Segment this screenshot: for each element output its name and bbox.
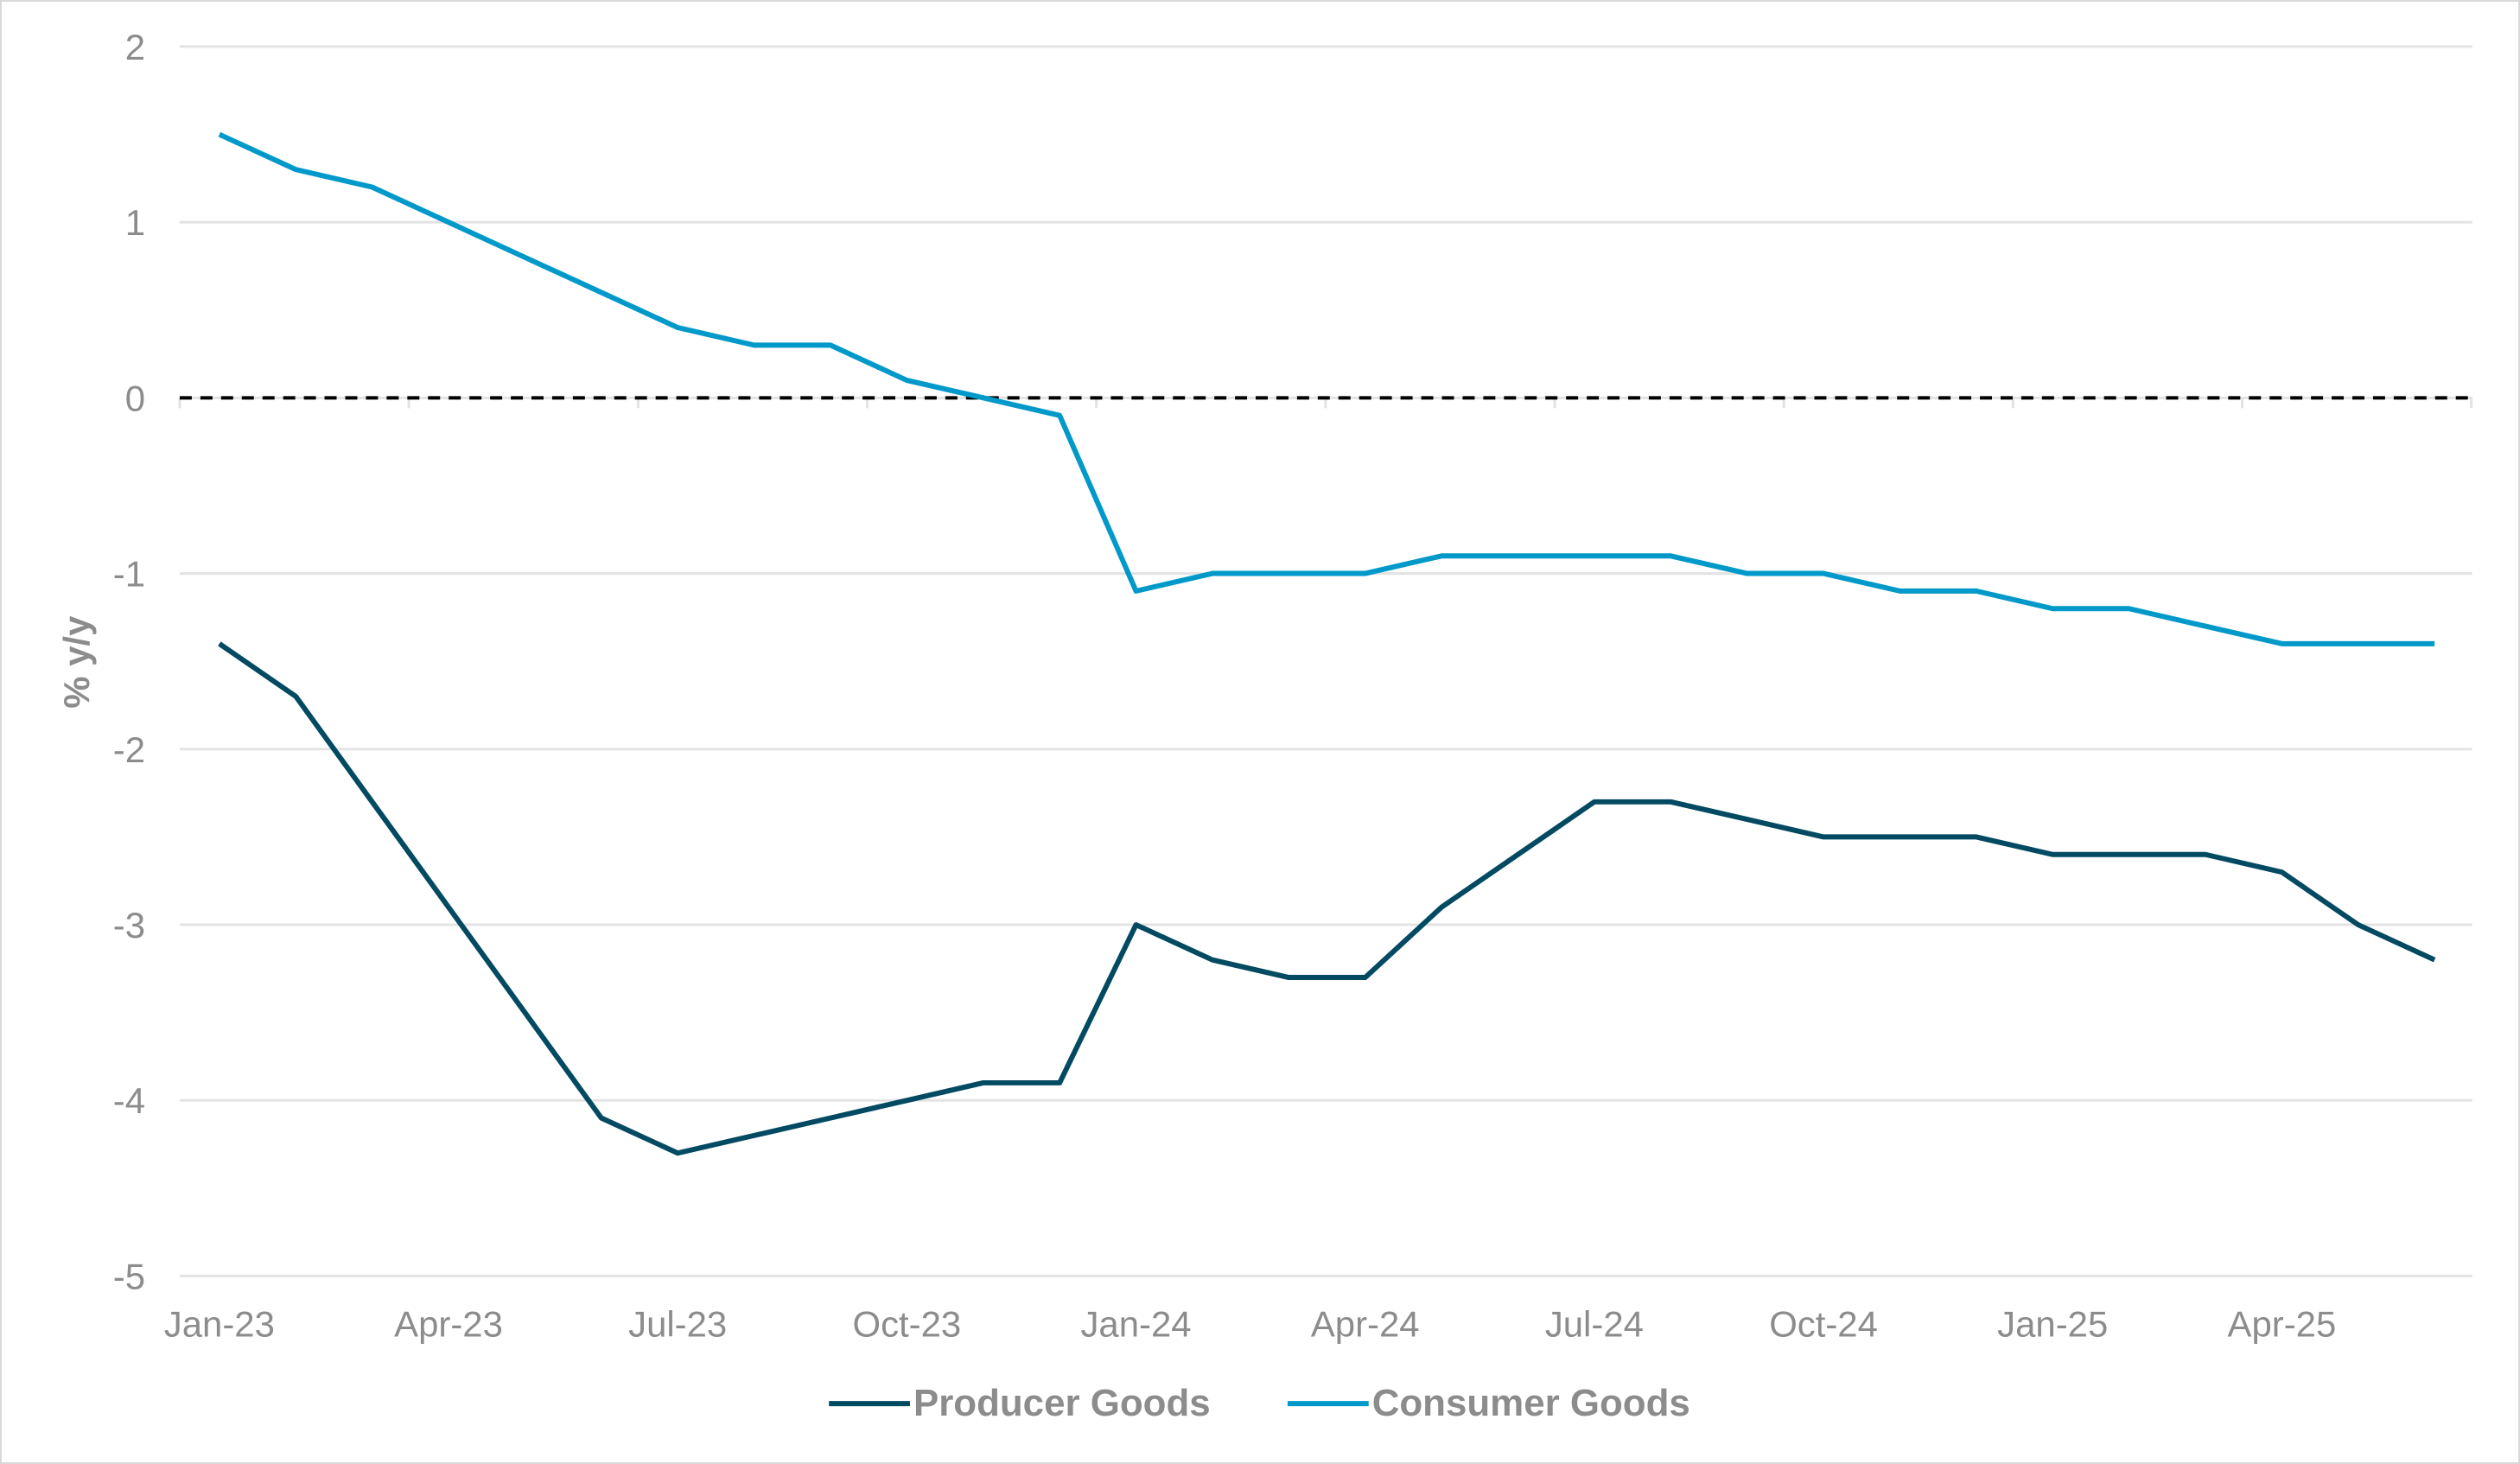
x-tick-label: Jan-25 (1997, 1303, 2108, 1344)
y-axis-label: % y/y (56, 615, 97, 709)
x-tick-label: Jan-24 (1080, 1303, 1191, 1344)
y-tick-label: 0 (125, 378, 145, 418)
y-tick-label: -3 (113, 905, 145, 945)
gridlines (178, 45, 2473, 1278)
x-tick-label: Apr-25 (2228, 1303, 2337, 1344)
y-tick-label: 1 (125, 202, 145, 243)
x-tick-label: Apr-24 (1311, 1303, 1420, 1344)
legend: Producer Goods Consumer Goods (829, 1382, 1690, 1424)
x-tick-label: Oct-24 (1769, 1303, 1878, 1344)
x-tick-label: Jul-24 (1545, 1303, 1644, 1344)
y-tick-label: -4 (113, 1080, 145, 1121)
y-tick-label: -1 (113, 554, 145, 595)
series-lines (218, 131, 2436, 1156)
y-tick-label: -2 (113, 729, 145, 770)
x-tick-label: Jan-23 (164, 1303, 275, 1344)
legend-label-producer-goods: Producer Goods (913, 1382, 1211, 1424)
y-axis-ticks: 2 1 0 -1 -2 -3 -4 -5 (113, 27, 145, 1297)
x-tick-label: Apr-23 (394, 1303, 503, 1344)
y-tick-label: -5 (113, 1256, 145, 1296)
series-line-consumer-goods (218, 131, 2435, 646)
y-tick-label: 2 (125, 27, 145, 67)
legend-label-consumer-goods: Consumer Goods (1372, 1382, 1690, 1424)
x-axis-ticks: Jan-23 Apr-23 Jul-23 Oct-23 Jan-24 Apr-24 Jul-… (164, 1303, 2336, 1344)
x-tick-label: Oct-23 (853, 1303, 962, 1344)
x-tick-label: Jul-23 (628, 1303, 727, 1344)
series-line-producer-goods (218, 641, 2436, 1156)
